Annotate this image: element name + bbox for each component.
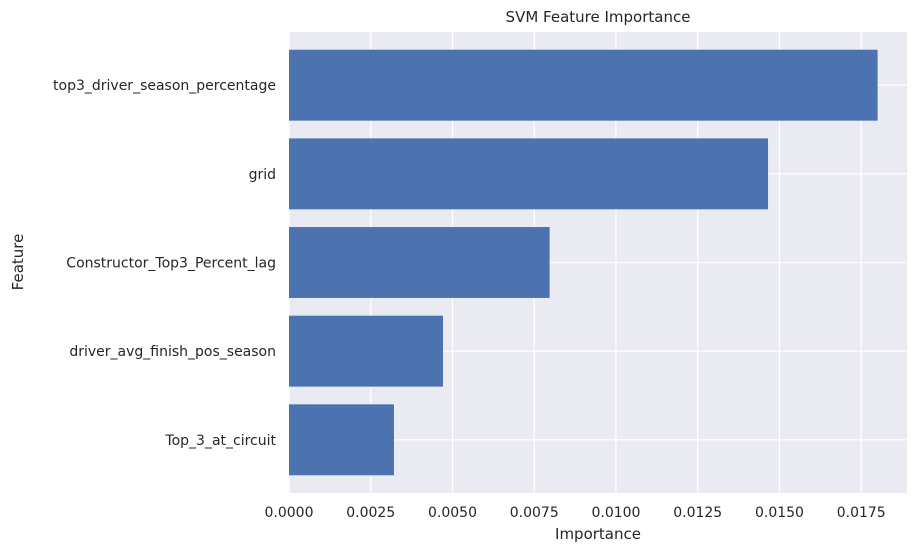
x-tick-label: 0.0100 [591, 505, 640, 521]
x-tick-label: 0.0175 [837, 505, 886, 521]
x-tick-label: 0.0125 [673, 505, 722, 521]
y-tick-label: Top_3_at_circuit [164, 433, 276, 449]
bar-top3_driver_season_percentage [289, 49, 878, 121]
y-tick-label: grid [249, 167, 276, 183]
y-axis-label: Feature [9, 234, 27, 291]
bar-driver_avg_finish_pos_season [289, 315, 444, 387]
bars [289, 49, 878, 476]
y-tick-label: top3_driver_season_percentage [53, 78, 276, 94]
x-tick-labels: 0.0000 0.0025 0.0050 0.0075 0.0100 0.0125 0.01… [265, 505, 886, 521]
x-tick-label: 0.0150 [755, 505, 804, 521]
x-tick-label: 0.0025 [346, 505, 395, 521]
bar-Constructor_Top3_Percent_lag [289, 227, 550, 298]
bar-grid [289, 138, 769, 210]
x-tick-label: 0.0075 [510, 505, 559, 521]
x-tick-label: 0.0050 [428, 505, 477, 521]
x-axis-label: Importance [555, 525, 641, 543]
chart-title: SVM Feature Importance [506, 8, 691, 26]
bar-Top_3_at_circuit [289, 404, 394, 476]
x-tick-label: 0.0000 [265, 505, 314, 521]
y-tick-label: Constructor_Top3_Percent_lag [66, 256, 276, 272]
y-tick-label: driver_avg_finish_pos_season [69, 344, 276, 360]
